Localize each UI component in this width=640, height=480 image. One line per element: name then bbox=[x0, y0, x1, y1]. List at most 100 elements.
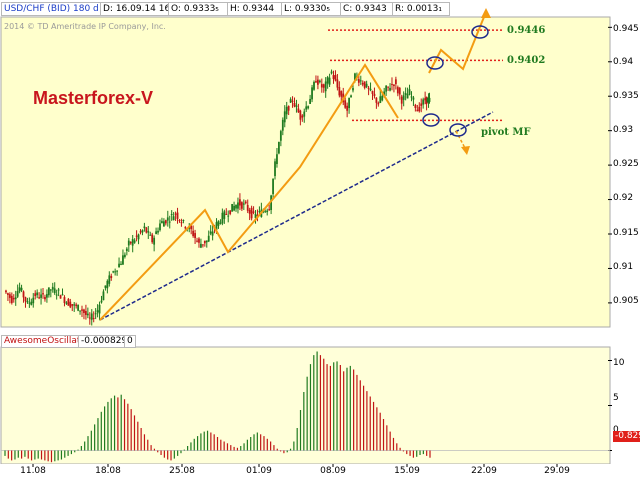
candle-body bbox=[281, 119, 284, 131]
candle-body bbox=[424, 98, 427, 101]
candle-body bbox=[114, 271, 117, 273]
candle-body bbox=[194, 233, 196, 239]
candle-body bbox=[297, 108, 300, 113]
wave-path bbox=[99, 63, 399, 321]
candle-body bbox=[406, 94, 409, 99]
candle-body bbox=[24, 297, 27, 302]
candle-body bbox=[414, 104, 417, 108]
y-tick-label: 0.945 bbox=[613, 24, 639, 34]
candle-body bbox=[10, 295, 13, 303]
candle-body bbox=[139, 231, 142, 233]
candle-body bbox=[293, 103, 296, 107]
candle-body bbox=[159, 223, 161, 231]
y-tick-label: 0.905 bbox=[613, 296, 639, 306]
candle-body bbox=[108, 275, 111, 284]
candle-body bbox=[330, 71, 333, 74]
candle-body bbox=[270, 195, 273, 210]
candle-body bbox=[352, 88, 354, 91]
y-tick-label: 0.92 bbox=[613, 193, 634, 203]
candle-body bbox=[30, 301, 33, 305]
candle-body bbox=[313, 81, 315, 90]
candle-body bbox=[201, 244, 204, 246]
candle-body bbox=[106, 280, 109, 289]
candle-body bbox=[12, 298, 15, 300]
candle-body bbox=[361, 82, 364, 85]
candle-body bbox=[120, 263, 122, 265]
candle-body bbox=[28, 302, 31, 304]
candle-body bbox=[278, 142, 280, 154]
y-tick-label: 0.915 bbox=[613, 228, 639, 238]
candle-body bbox=[104, 285, 107, 288]
candle-body bbox=[324, 81, 327, 92]
candle-body bbox=[61, 294, 64, 296]
y-tick-label: 0.925 bbox=[613, 159, 639, 169]
candle-body bbox=[305, 106, 308, 110]
candle-body bbox=[55, 294, 58, 296]
candle-body bbox=[244, 201, 247, 204]
candle-body bbox=[172, 216, 175, 221]
candle-body bbox=[303, 111, 306, 117]
candle-body bbox=[75, 304, 78, 307]
candle-body bbox=[359, 80, 362, 82]
candle-body bbox=[77, 304, 80, 311]
candle-body bbox=[110, 276, 113, 278]
candle-body bbox=[295, 105, 298, 108]
candle-body bbox=[396, 87, 399, 94]
candle-body bbox=[340, 91, 343, 97]
candle-body bbox=[211, 231, 214, 236]
candle-body bbox=[215, 222, 218, 230]
candle-body bbox=[47, 287, 50, 296]
candle-body bbox=[332, 75, 335, 79]
level-label-upper: 0.9446 bbox=[507, 25, 546, 36]
candle-body bbox=[207, 235, 210, 242]
candle-body bbox=[346, 105, 349, 111]
indicator-value-box: -0.0008293 bbox=[78, 335, 136, 348]
candle-body bbox=[229, 210, 232, 214]
candle-body bbox=[387, 86, 389, 88]
candle-body bbox=[309, 98, 312, 104]
candle-body bbox=[7, 293, 9, 295]
candle-body bbox=[155, 231, 157, 234]
candle-body bbox=[301, 115, 304, 118]
indicator-value2-box: 0 bbox=[124, 335, 136, 348]
candle-body bbox=[371, 91, 374, 94]
candle-body bbox=[266, 210, 269, 213]
candle-body bbox=[5, 290, 7, 293]
candle-body bbox=[420, 103, 423, 106]
candle-body bbox=[426, 98, 429, 103]
candle-body bbox=[365, 83, 368, 87]
indicator-last-value-badge: -0.8297 bbox=[613, 431, 640, 442]
candle-body bbox=[26, 301, 29, 303]
candle-body bbox=[122, 255, 124, 265]
candle-body bbox=[391, 83, 393, 85]
candle-body bbox=[336, 79, 339, 88]
candle-body bbox=[427, 98, 430, 104]
candle-body bbox=[8, 294, 11, 298]
indicator-panel-bg bbox=[0, 346, 611, 465]
candle-body bbox=[379, 96, 382, 103]
candle-body bbox=[289, 99, 292, 103]
candle-body bbox=[149, 234, 152, 236]
candle-body bbox=[400, 96, 403, 104]
candle-body bbox=[46, 294, 48, 298]
candle-body bbox=[318, 80, 321, 83]
pivot-circle-2 bbox=[449, 123, 467, 137]
candle-body bbox=[367, 87, 370, 89]
candle-body bbox=[320, 84, 323, 88]
candle-body bbox=[170, 214, 173, 216]
candle-body bbox=[408, 89, 411, 95]
x-tick-label: 08.09 bbox=[320, 466, 346, 476]
candle-body bbox=[123, 254, 126, 257]
candle-body bbox=[369, 88, 372, 91]
candle-body bbox=[264, 211, 267, 213]
candle-body bbox=[385, 85, 388, 92]
x-tick-label: 25.08 bbox=[169, 466, 195, 476]
x-tick-label: 01.09 bbox=[246, 466, 272, 476]
candle-body bbox=[225, 213, 228, 215]
candle-body bbox=[143, 226, 146, 229]
candle-body bbox=[141, 230, 144, 233]
candle-body bbox=[145, 227, 148, 233]
candle-body bbox=[256, 215, 259, 217]
candle-body bbox=[350, 95, 352, 98]
candle-body bbox=[20, 287, 23, 291]
